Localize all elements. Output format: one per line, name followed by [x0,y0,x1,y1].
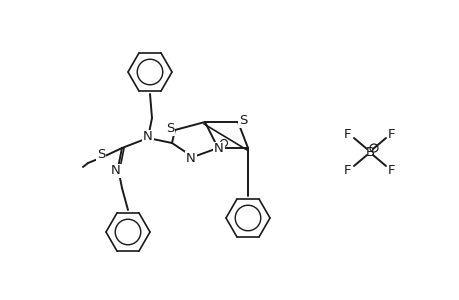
Text: F: F [343,128,351,140]
Text: N: N [143,130,152,143]
Text: N: N [213,142,224,155]
Text: N: N [186,152,196,164]
Text: F: F [387,164,395,176]
Text: S: S [165,122,174,136]
Text: S: S [238,115,246,128]
Text: N: N [111,164,121,178]
Text: F: F [387,128,395,140]
Text: S: S [96,148,105,161]
Text: B: B [364,146,374,158]
Text: F: F [343,164,351,176]
